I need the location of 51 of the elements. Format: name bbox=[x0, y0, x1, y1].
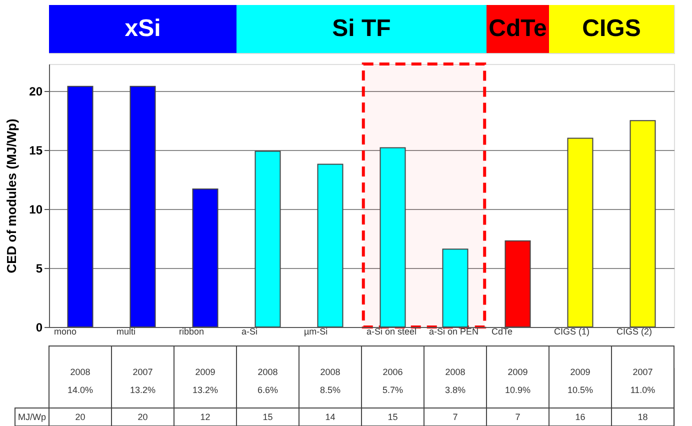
data-label: 7 bbox=[452, 412, 458, 422]
x-tick-label: a-Si on PEN bbox=[429, 326, 479, 336]
x-tick-label: a-Si on steel bbox=[366, 326, 417, 336]
text: MJ/Wp bbox=[18, 412, 46, 422]
data-label: 14 bbox=[325, 412, 336, 422]
text: xSi bbox=[124, 15, 161, 42]
data-label: 16 bbox=[575, 412, 586, 422]
text: 5.7% bbox=[382, 385, 404, 395]
x-tick-label: µm-Si bbox=[304, 326, 328, 336]
x-tick-label: ribbon bbox=[179, 326, 204, 336]
data-label: 15 bbox=[262, 412, 273, 422]
text: 2007 bbox=[632, 367, 653, 377]
text: 2008 bbox=[445, 367, 466, 377]
text: 10.5% bbox=[567, 385, 594, 395]
text: 2009 bbox=[508, 367, 528, 377]
data-label: 18 bbox=[638, 412, 648, 422]
text: 2009 bbox=[195, 367, 216, 377]
data-label: 15 bbox=[388, 412, 398, 422]
y-tick-label: 5 bbox=[36, 262, 43, 276]
x-tick-label: CIGS (2) bbox=[616, 326, 652, 336]
data-label: 20 bbox=[75, 412, 86, 422]
y-axis-title: CED of modules (MJ/Wp) bbox=[4, 118, 20, 274]
text: CdTe bbox=[488, 15, 547, 42]
text: 13.2% bbox=[192, 385, 218, 395]
text: 11.0% bbox=[630, 385, 656, 395]
text: 2008 bbox=[320, 367, 340, 377]
x-tick-label: a-Si bbox=[242, 326, 258, 336]
text: 2009 bbox=[570, 367, 590, 377]
text: 10.9% bbox=[504, 385, 531, 395]
text: 3.8% bbox=[444, 385, 466, 395]
y-tick-label: 15 bbox=[29, 144, 43, 158]
text: 2006 bbox=[382, 367, 403, 377]
y-tick-label: 10 bbox=[29, 202, 43, 217]
x-tick-label: multi bbox=[116, 326, 136, 336]
x-tick-label: CdTe bbox=[492, 326, 513, 336]
y-tick-label: 0 bbox=[36, 320, 43, 334]
text: 6.6% bbox=[257, 385, 278, 395]
data-label: 12 bbox=[200, 412, 210, 422]
text: 14.0% bbox=[67, 385, 94, 395]
text: Si TF bbox=[332, 15, 391, 42]
text: 8.5% bbox=[320, 385, 341, 395]
text: 13.2% bbox=[130, 385, 156, 395]
y-tick-label: 20 bbox=[29, 84, 43, 99]
text: CIGS bbox=[582, 15, 641, 42]
text: 2007 bbox=[132, 367, 153, 377]
data-label: 20 bbox=[138, 412, 148, 422]
data-label: 7 bbox=[515, 412, 520, 422]
text: 2008 bbox=[258, 367, 278, 377]
x-tick-label: mono bbox=[54, 326, 77, 336]
text: 2008 bbox=[70, 367, 90, 377]
x-tick-label: CIGS (1) bbox=[554, 326, 590, 336]
